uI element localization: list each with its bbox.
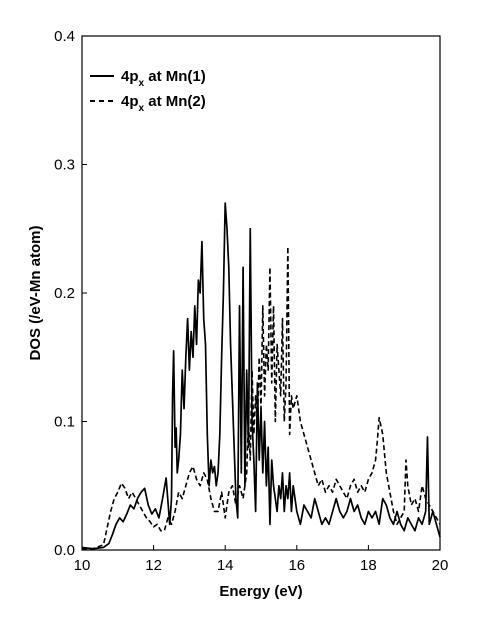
- series-layer: [81, 202, 441, 550]
- x-tick-label: 12: [145, 557, 162, 574]
- y-tick-label: 0.0: [54, 542, 75, 559]
- y-tick-label: 0.4: [54, 28, 75, 45]
- plot-area: 10 12 14 16 18 20 0.0 0.1 0.2 0.3 0.4: [54, 28, 448, 574]
- series-line-mn1: [81, 202, 441, 550]
- x-axis-ticks: 10 12 14 16 18 20: [74, 545, 449, 574]
- legend-label-mn2: 4px at Mn(2): [121, 93, 206, 114]
- y-tick-label: 0.1: [54, 414, 75, 431]
- x-axis-title: Energy (eV): [219, 583, 302, 600]
- legend-item-mn1: 4px at Mn(1): [90, 68, 206, 89]
- series-line-mn2: [82, 245, 441, 550]
- legend-label-mn1: 4px at Mn(1): [121, 68, 206, 89]
- y-axis-title: DOS (/eV-Mn atom): [27, 225, 44, 360]
- x-tick-label: 10: [74, 557, 91, 574]
- y-tick-label: 0.2: [54, 285, 75, 302]
- x-tick-label: 20: [432, 557, 449, 574]
- x-tick-label: 16: [288, 557, 305, 574]
- legend: 4px at Mn(1) 4px at Mn(2): [90, 68, 206, 114]
- legend-item-mn2: 4px at Mn(2): [90, 93, 206, 114]
- x-tick-label: 18: [360, 557, 377, 574]
- y-axis-ticks: 0.0 0.1 0.2 0.3 0.4: [54, 28, 87, 559]
- x-tick-label: 14: [217, 557, 234, 574]
- y-tick-label: 0.3: [54, 157, 75, 174]
